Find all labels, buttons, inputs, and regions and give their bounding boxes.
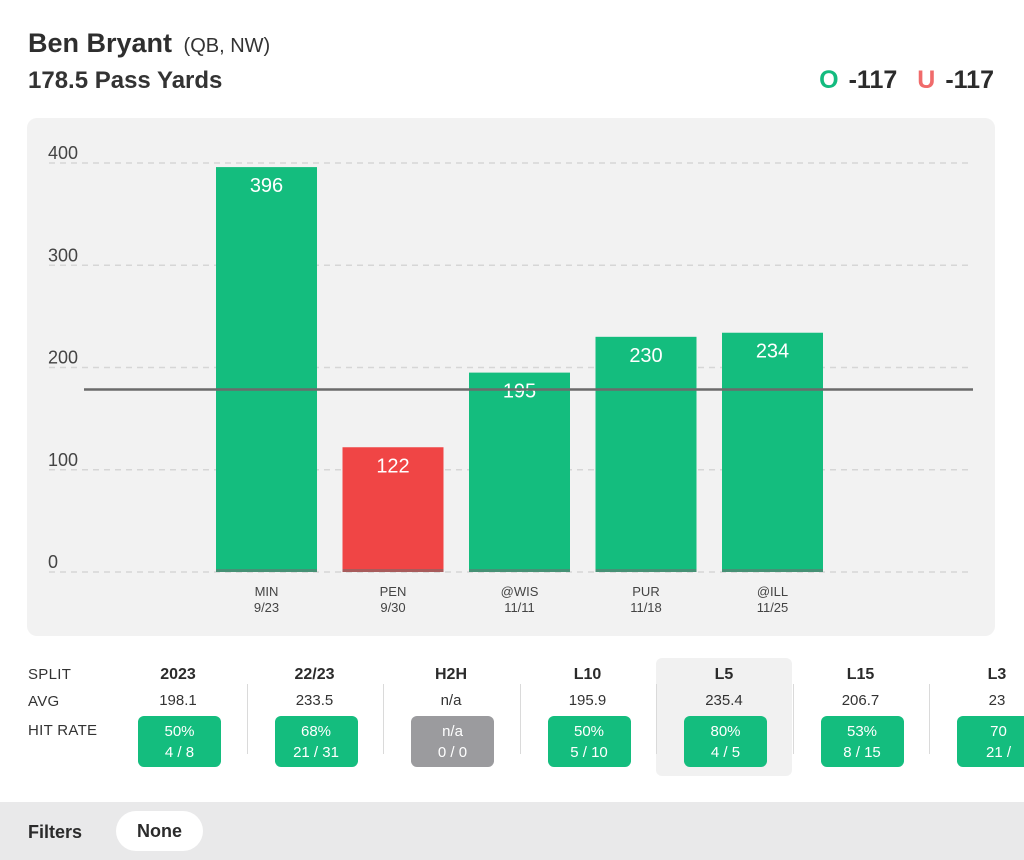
filter-none-chip[interactable]: None (116, 811, 203, 851)
over-odds-button[interactable]: O -117 (819, 66, 897, 95)
column-divider (519, 684, 521, 754)
hit-rate-pill: 70 21 / (957, 716, 1024, 767)
split-avg: 235.4 (705, 692, 743, 709)
column-divider (246, 684, 248, 754)
bar-base (595, 569, 697, 572)
y-tick-label: 200 (48, 348, 78, 368)
split-header: L5 (714, 666, 734, 683)
bar-value-label: 396 (250, 175, 283, 197)
x-tick-date: 11/25 (757, 600, 789, 615)
hit-rate-record: 8 / 15 (843, 743, 881, 761)
split-column-l15[interactable]: L15 206.7 53% 8 / 15 (793, 658, 929, 776)
hit-rate-percent: 53% (846, 722, 878, 740)
column-divider (383, 684, 384, 754)
bar-pur[interactable] (595, 336, 697, 572)
hit-rate-record: 4 / 5 (710, 743, 741, 761)
column-divider (792, 684, 794, 754)
bar-value-label: 230 (629, 345, 662, 367)
x-tick-label: @ILL (757, 584, 788, 599)
filters-bar: Filters None (0, 802, 1024, 860)
split-header: H2H (434, 666, 467, 683)
hit-rate-record: 21 / (985, 743, 1012, 761)
split-column-l3[interactable]: L3 23 70 21 / (929, 658, 1024, 776)
split-avg: 206.7 (841, 692, 880, 709)
over-odds-value: -117 (848, 66, 898, 94)
split-row-label: SPLIT (28, 666, 72, 683)
under-odds-button[interactable]: U -117 (917, 66, 994, 95)
bar-base (469, 569, 570, 572)
bar-base (216, 569, 317, 572)
split-header: 2023 (160, 666, 196, 683)
bar-min[interactable] (216, 167, 317, 572)
y-tick-label: 0 (48, 552, 58, 572)
x-tick-date: 9/30 (380, 600, 405, 615)
hit-rate-pill: 50% 5 / 10 (547, 716, 631, 767)
over-icon: O (819, 66, 839, 94)
hit-rate-record: 5 / 10 (570, 743, 608, 761)
y-tick-label: 300 (48, 245, 78, 265)
split-header: L3 (987, 666, 1007, 683)
splits-table: SPLIT AVG HIT RATE 2023 198.1 50% 4 / 8 22/2… (0, 656, 1024, 780)
hit-rate-record: 21 / 31 (293, 743, 339, 761)
split-column-l5[interactable]: L5 235.4 80% 4 / 5 (656, 658, 792, 776)
x-tick-label: @WIS (501, 584, 539, 599)
hit-rate-percent: 50% (573, 722, 605, 740)
hit-rate-percent: 68% (300, 722, 332, 740)
hit-rate-record: 4 / 8 (164, 743, 195, 761)
hit-rate-percent: 80% (710, 722, 741, 740)
hit-rate-row-label: HIT RATE (28, 722, 98, 739)
under-odds-value: -117 (945, 66, 994, 94)
x-tick-label: PEN (380, 584, 407, 599)
player-position-team: (QB, NW) (183, 35, 271, 57)
bar-at-wis[interactable] (469, 372, 570, 572)
split-header: 22/23 (294, 666, 335, 683)
x-tick-label: MIN (255, 584, 279, 599)
hit-rate-pill: 68% 21 / 31 (274, 716, 358, 767)
player-name-text: Ben Bryant (28, 28, 173, 58)
avg-row-label: AVG (28, 693, 60, 710)
player-name: Ben Bryant (QB, NW) (28, 28, 270, 59)
bar-base (722, 569, 823, 572)
split-avg: n/a (440, 692, 462, 709)
split-avg: 233.5 (295, 692, 334, 709)
under-icon: U (917, 66, 936, 94)
x-tick-date: 9/23 (254, 600, 279, 615)
game-log-chart: 0 100 200 300 400 396 MIN 9/23 122 PEN 9/30 195 @WIS… (27, 118, 995, 636)
hit-rate-pill: 50% 4 / 8 (138, 716, 221, 767)
split-avg: 198.1 (159, 692, 197, 709)
split-column-22-23[interactable]: 22/23 233.5 68% 21 / 31 (247, 658, 383, 776)
hit-rate-percent: 70 (990, 722, 1007, 740)
prop-line-title: 178.5 Pass Yards (28, 67, 223, 94)
split-header: L15 (846, 666, 875, 683)
filters-label: Filters (28, 822, 83, 842)
bar-value-label: 122 (376, 455, 409, 477)
bar-value-label: 234 (756, 341, 789, 363)
y-tick-label: 100 (48, 450, 78, 470)
x-tick-label: PUR (632, 584, 659, 599)
column-divider (929, 684, 930, 754)
bar-base (342, 569, 444, 572)
hit-rate-percent: 50% (164, 722, 195, 740)
odds-group: O -117 U -117 (819, 66, 994, 95)
hit-rate-pill: 53% 8 / 15 (820, 716, 904, 767)
split-avg: 23 (988, 692, 1006, 709)
split-avg: 195.9 (568, 692, 607, 709)
prop-header: Ben Bryant (QB, NW) 178.5 Pass Yards O -… (28, 28, 994, 98)
hit-rate-pill: n/a 0 / 0 (411, 716, 494, 767)
column-divider (656, 684, 657, 754)
bar-value-label: 195 (503, 381, 536, 403)
split-header: L10 (573, 666, 602, 683)
split-column-2023[interactable]: 2023 198.1 50% 4 / 8 (110, 658, 246, 776)
bar-pen[interactable] (342, 447, 444, 572)
split-column-h2h[interactable]: H2H n/a n/a 0 / 0 (383, 658, 519, 776)
hit-rate-percent: n/a (442, 722, 463, 740)
y-tick-label: 400 (48, 143, 78, 163)
x-tick-date: 11/11 (504, 600, 535, 615)
x-tick-date: 11/18 (630, 600, 662, 615)
hit-rate-pill: 80% 4 / 5 (684, 716, 767, 767)
bar-at-ill[interactable] (722, 332, 823, 572)
split-column-l10[interactable]: L10 195.9 50% 5 / 10 (520, 658, 656, 776)
hit-rate-record: 0 / 0 (437, 743, 468, 761)
